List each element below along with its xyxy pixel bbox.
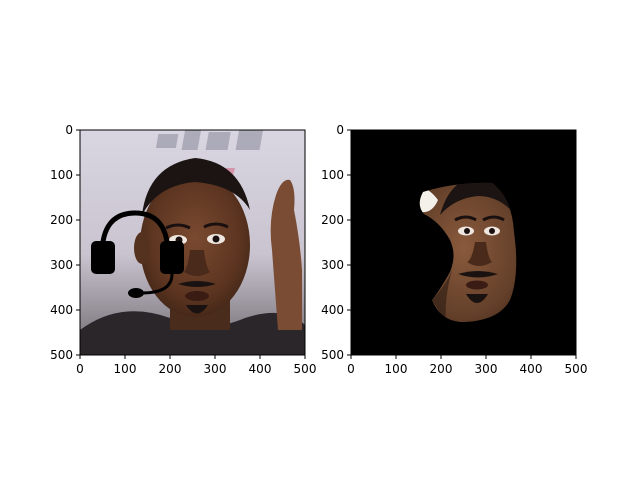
left-x-tick-label: 400 — [249, 362, 272, 376]
left-y-tick-label: 500 — [50, 348, 73, 362]
panel-left-image — [80, 130, 305, 355]
right-x-tick-label: 400 — [520, 362, 543, 376]
panel-right-image — [351, 130, 576, 355]
right-x-tick-label: 100 — [385, 362, 408, 376]
hand-shape — [270, 179, 302, 330]
left-x-tick-label: 500 — [294, 362, 317, 376]
left-y-tick-label: 200 — [50, 213, 73, 227]
ear-shape — [134, 232, 150, 264]
right-x-tick-label: 200 — [430, 362, 453, 376]
right-y-tick-label: 0 — [336, 123, 344, 137]
left-y-tick-label: 100 — [50, 168, 73, 182]
nose-shape — [184, 250, 210, 276]
left-x-tick-label: 200 — [159, 362, 182, 376]
goatee-shape — [186, 305, 208, 314]
right-y-tick-label: 100 — [321, 168, 344, 182]
mouth-shape — [185, 291, 209, 301]
right-y-tick-label: 200 — [321, 213, 344, 227]
left-brow — [165, 223, 191, 230]
left-x-tick-label: 100 — [114, 362, 137, 376]
right-y-tick-label: 400 — [321, 303, 344, 317]
left-x-tick-label: 0 — [76, 362, 84, 376]
right-y-tick-label: 300 — [321, 258, 344, 272]
right-y-tick-label: 500 — [321, 348, 344, 362]
hair-shape — [142, 158, 250, 215]
headset-icon — [91, 210, 184, 298]
left-y-tick-label: 0 — [65, 123, 73, 137]
banner-shapes — [155, 130, 264, 150]
right-x-tick-label: 500 — [565, 362, 588, 376]
right-brow — [203, 222, 229, 229]
left-y-tick-label: 300 — [50, 258, 73, 272]
right-x-tick-label: 0 — [347, 362, 355, 376]
shirt-shape — [80, 311, 305, 355]
mustache-shape — [178, 281, 216, 287]
left-panel-frame — [79, 129, 306, 356]
head-shape — [140, 173, 250, 317]
left-y-tick-label: 400 — [50, 303, 73, 317]
right-pupil — [212, 235, 220, 243]
right-panel-frame — [350, 129, 577, 356]
right-x-tick-label: 300 — [475, 362, 498, 376]
left-x-tick-label: 300 — [204, 362, 227, 376]
